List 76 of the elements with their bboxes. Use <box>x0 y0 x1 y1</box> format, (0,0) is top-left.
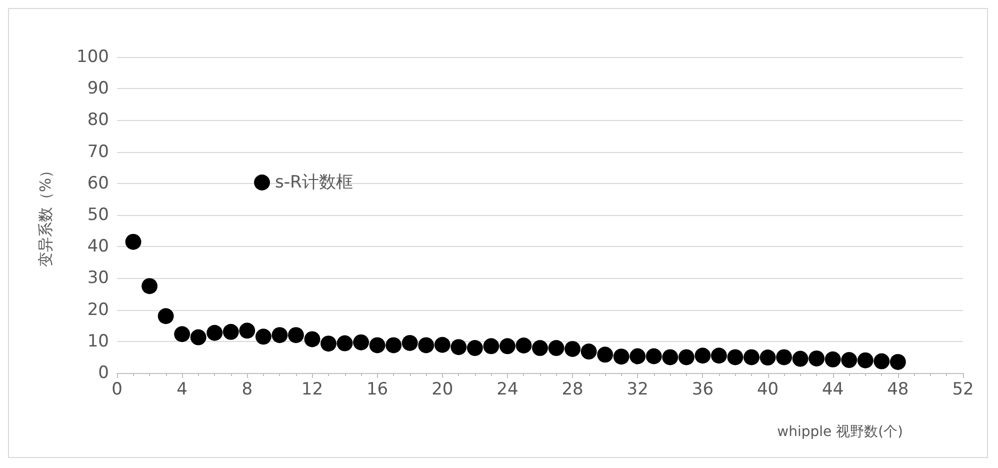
point <box>434 336 450 353</box>
point <box>744 349 760 366</box>
point <box>255 328 272 345</box>
y-tick-label: 80 <box>87 110 109 130</box>
point <box>304 331 320 348</box>
point <box>369 337 386 354</box>
point <box>694 348 711 364</box>
point <box>190 329 206 346</box>
y-tick-label: 40 <box>87 236 109 257</box>
x-tick-label: 0 <box>112 380 122 400</box>
x-axis-title: whipple 视野数(个) <box>777 424 903 440</box>
point <box>662 349 678 366</box>
x-tick-label: 8 <box>242 380 253 400</box>
x-tick-label: 44 <box>822 380 844 400</box>
x-tick-label: 32 <box>626 380 648 400</box>
x-tick-label: 36 <box>692 380 714 400</box>
point <box>353 334 370 350</box>
y-tick-label: 70 <box>87 142 109 162</box>
point <box>874 353 890 370</box>
point <box>613 348 630 365</box>
y-tick-label: 10 <box>87 331 109 352</box>
point <box>239 322 256 339</box>
point <box>710 348 727 364</box>
point <box>597 346 614 363</box>
x-tick-label: 12 <box>301 380 324 400</box>
y-tick-label: 100 <box>76 47 109 67</box>
point <box>678 349 694 366</box>
point <box>320 336 336 352</box>
x-tick-label: 40 <box>756 380 779 400</box>
point <box>824 351 841 368</box>
x-tick-label: 52 <box>952 380 974 400</box>
point <box>142 278 158 294</box>
y-tick-label: 0 <box>98 363 109 383</box>
point <box>760 350 776 366</box>
point <box>792 350 808 367</box>
point <box>630 348 646 364</box>
point <box>125 234 142 250</box>
y-tick-label: 90 <box>87 78 109 99</box>
y-tick-label: 20 <box>87 300 109 320</box>
y-tick-label: 30 <box>87 268 109 288</box>
point <box>450 339 467 356</box>
point <box>288 327 304 344</box>
point <box>222 324 239 340</box>
point <box>499 338 516 354</box>
point <box>548 340 564 356</box>
point <box>564 340 581 357</box>
x-tick-label: 16 <box>366 380 388 400</box>
point <box>532 340 548 356</box>
point <box>841 352 858 368</box>
point <box>158 308 174 324</box>
x-tick-label: 48 <box>887 380 909 400</box>
point <box>808 350 825 366</box>
x-tick-label: 24 <box>496 380 518 400</box>
y-tick-label: 50 <box>87 205 109 225</box>
point <box>386 337 402 354</box>
point <box>727 349 744 366</box>
point <box>466 340 483 356</box>
point <box>336 335 353 352</box>
point <box>646 348 662 364</box>
x-tick-label: 20 <box>432 380 454 400</box>
point <box>516 338 532 354</box>
point <box>580 344 597 360</box>
legend-label: s-R计数框 <box>275 172 353 192</box>
y-axis-title: 变异系数（%） <box>36 162 54 268</box>
point <box>174 326 190 342</box>
point <box>272 327 288 344</box>
point <box>890 354 906 370</box>
point <box>402 334 418 351</box>
x-tick-label: 4 <box>176 380 188 400</box>
point <box>418 337 434 354</box>
y-tick-label: 60 <box>87 173 109 194</box>
x-tick-label: 28 <box>562 380 584 400</box>
point <box>857 352 874 368</box>
point <box>776 349 792 366</box>
point <box>206 324 223 341</box>
point <box>483 338 500 354</box>
